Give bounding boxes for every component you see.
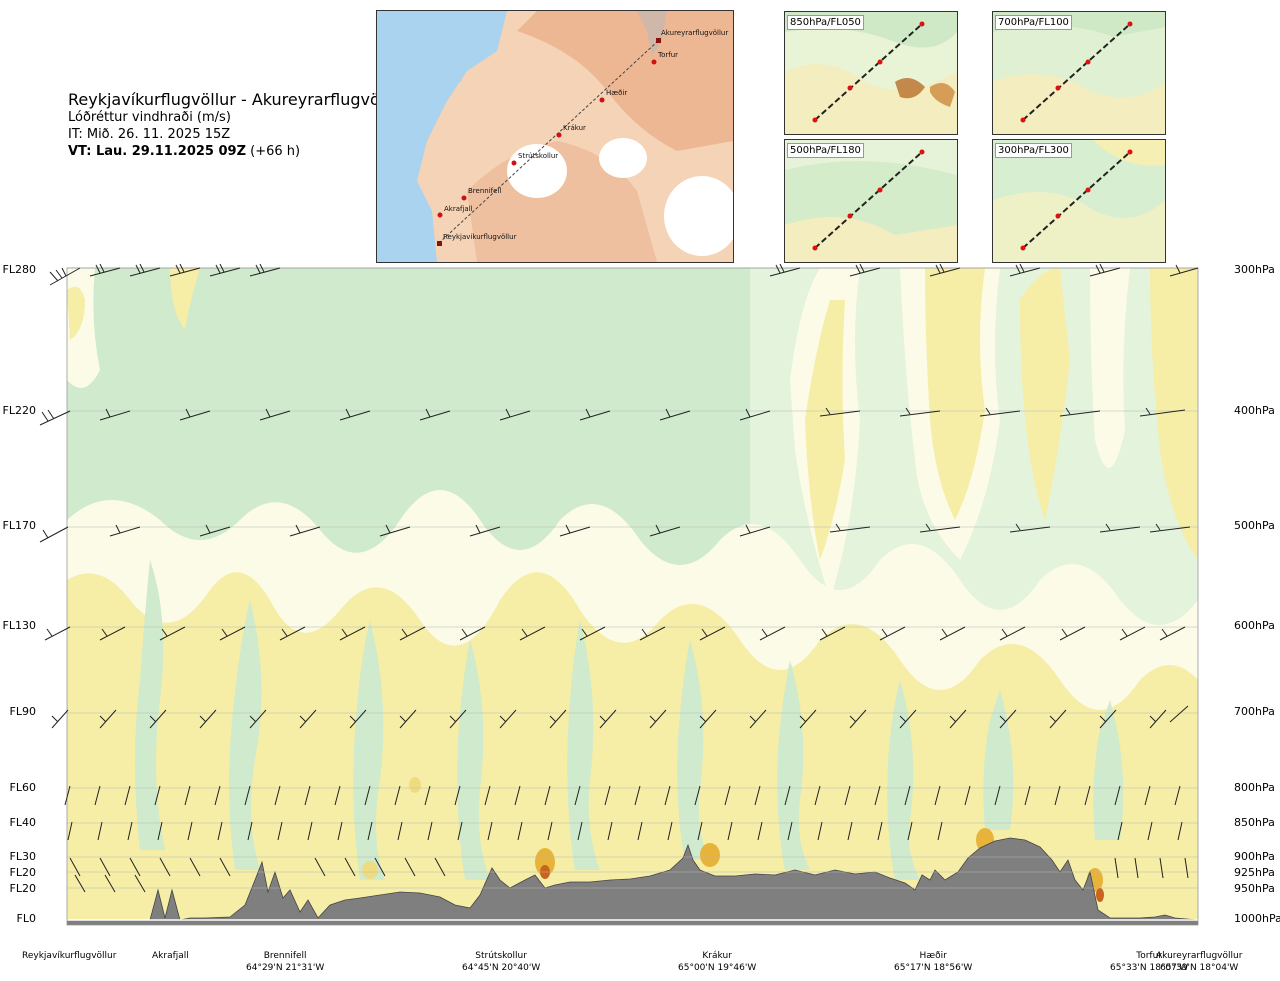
hpa-label: 950hPa — [1234, 882, 1275, 895]
route-title: Reykjavíkurflugvöllur - Akureyrarflugvöl… — [68, 90, 406, 109]
fl-label: FL20 — [9, 866, 36, 879]
hpa-label: 900hPa — [1234, 850, 1275, 863]
hpa-label: 300hPa — [1234, 263, 1275, 276]
hpa-label: 700hPa — [1234, 705, 1275, 718]
barbs-400hpa — [39, 407, 1186, 426]
barbs-lowlevel — [69, 857, 1189, 893]
inset-300hpa-label: 300hPa/FL300 — [995, 143, 1072, 158]
station-label: Strútskollur 64°45'N 20°40'W — [462, 951, 541, 973]
fl-label: FL220 — [2, 404, 36, 417]
station-label: Brennifell 64°29'N 21°31'W — [246, 951, 325, 973]
map-marker-reykjavikurflugvollur — [437, 241, 442, 246]
fl-label: FL30 — [9, 850, 36, 863]
hpa-label: 500hPa — [1234, 519, 1275, 532]
map-marker-strutskollur — [511, 160, 517, 166]
map-marker-krakur — [556, 132, 562, 138]
barbs-300hpa — [49, 263, 1199, 286]
station-label: Akureyrarflugvöllur 65°39'N 18°04'W — [1156, 951, 1243, 973]
fl-label: FL280 — [2, 263, 36, 276]
inset-500hpa: 500hPa/FL180 — [784, 139, 958, 263]
plot-frame — [66, 267, 1199, 926]
inset-500hpa-label: 500hPa/FL180 — [787, 143, 864, 158]
hpa-label: 400hPa — [1234, 404, 1275, 417]
station-label: Reykjavíkurflugvöllur — [22, 951, 117, 961]
map-marker-akureyrarflugvollur — [656, 38, 661, 43]
issue-time: IT: Mið. 26. 11. 2025 15Z — [68, 127, 231, 142]
barbs-800hpa — [64, 785, 1181, 806]
barbs-700hpa — [51, 705, 1189, 729]
inset-700hpa-label: 700hPa/FL100 — [995, 15, 1072, 30]
station-label: Torfur 65°33'N 18°07'W — [1110, 951, 1189, 973]
map-marker-akrafjall — [437, 212, 443, 218]
station-label: Krákur 65°00'N 19°46'W — [678, 951, 757, 973]
terrain-profile — [67, 837, 1198, 925]
inset-850hpa-label: 850hPa/FL050 — [787, 15, 864, 30]
barbs-850hpa — [67, 821, 1183, 841]
hpa-label: 1000hPa — [1234, 912, 1280, 925]
station-label: Akrafjall — [152, 951, 189, 961]
hpa-label: 925hPa — [1234, 866, 1275, 879]
svg-text:Akrafjall: Akrafjall — [444, 205, 473, 213]
fl-label: FL60 — [9, 781, 36, 794]
fl-label: FL90 — [9, 705, 36, 718]
svg-text:Strútskollur: Strútskollur — [518, 152, 558, 160]
inset-300hpa: 300hPa/FL300 — [992, 139, 1166, 263]
inset-700hpa: 700hPa/FL100 — [992, 11, 1166, 135]
svg-text:Torfur: Torfur — [657, 51, 678, 59]
variable-label: Lóðréttur vindhraði (m/s) — [68, 110, 231, 125]
vertical-velocity-field — [67, 268, 1198, 925]
barbs-600hpa — [44, 626, 1186, 641]
svg-text:Brennifell: Brennifell — [468, 187, 501, 195]
fl-label: FL40 — [9, 816, 36, 829]
svg-text:Akureyrarflugvöllur: Akureyrarflugvöllur — [661, 29, 728, 37]
svg-text:Reykjavíkurflugvöllur: Reykjavíkurflugvöllur — [443, 233, 517, 241]
map-marker-brennifell — [461, 195, 467, 201]
hpa-label: 800hPa — [1234, 781, 1275, 794]
valid-time: VT: Lau. 29.11.2025 09Z (+66 h) — [68, 144, 301, 159]
fl-label: FL20 — [9, 882, 36, 895]
map-marker-haedir — [599, 97, 605, 103]
svg-text:Krákur: Krákur — [563, 124, 586, 132]
hpa-label: 850hPa — [1234, 816, 1275, 829]
route-map-svg: Akureyrarflugvöllur Torfur Hæðir Krákur … — [377, 11, 733, 262]
hpa-label: 600hPa — [1234, 619, 1275, 632]
svg-text:Hæðir: Hæðir — [606, 89, 627, 97]
fl-label: FL0 — [16, 912, 36, 925]
fl-label: FL130 — [2, 619, 36, 632]
route-map: Akureyrarflugvöllur Torfur Hæðir Krákur … — [376, 10, 734, 263]
station-label: Hæðir 65°17'N 18°56'W — [894, 951, 973, 973]
level-gridlines — [67, 267, 1198, 889]
title-block: Reykjavíkurflugvöllur - Akureyrarflugvöl… — [68, 90, 405, 160]
map-marker-torfur — [651, 59, 657, 65]
fl-label: FL170 — [2, 519, 36, 532]
wind-barbs — [39, 263, 1199, 893]
barbs-500hpa — [39, 523, 1191, 543]
inset-850hpa: 850hPa/FL050 — [784, 11, 958, 135]
